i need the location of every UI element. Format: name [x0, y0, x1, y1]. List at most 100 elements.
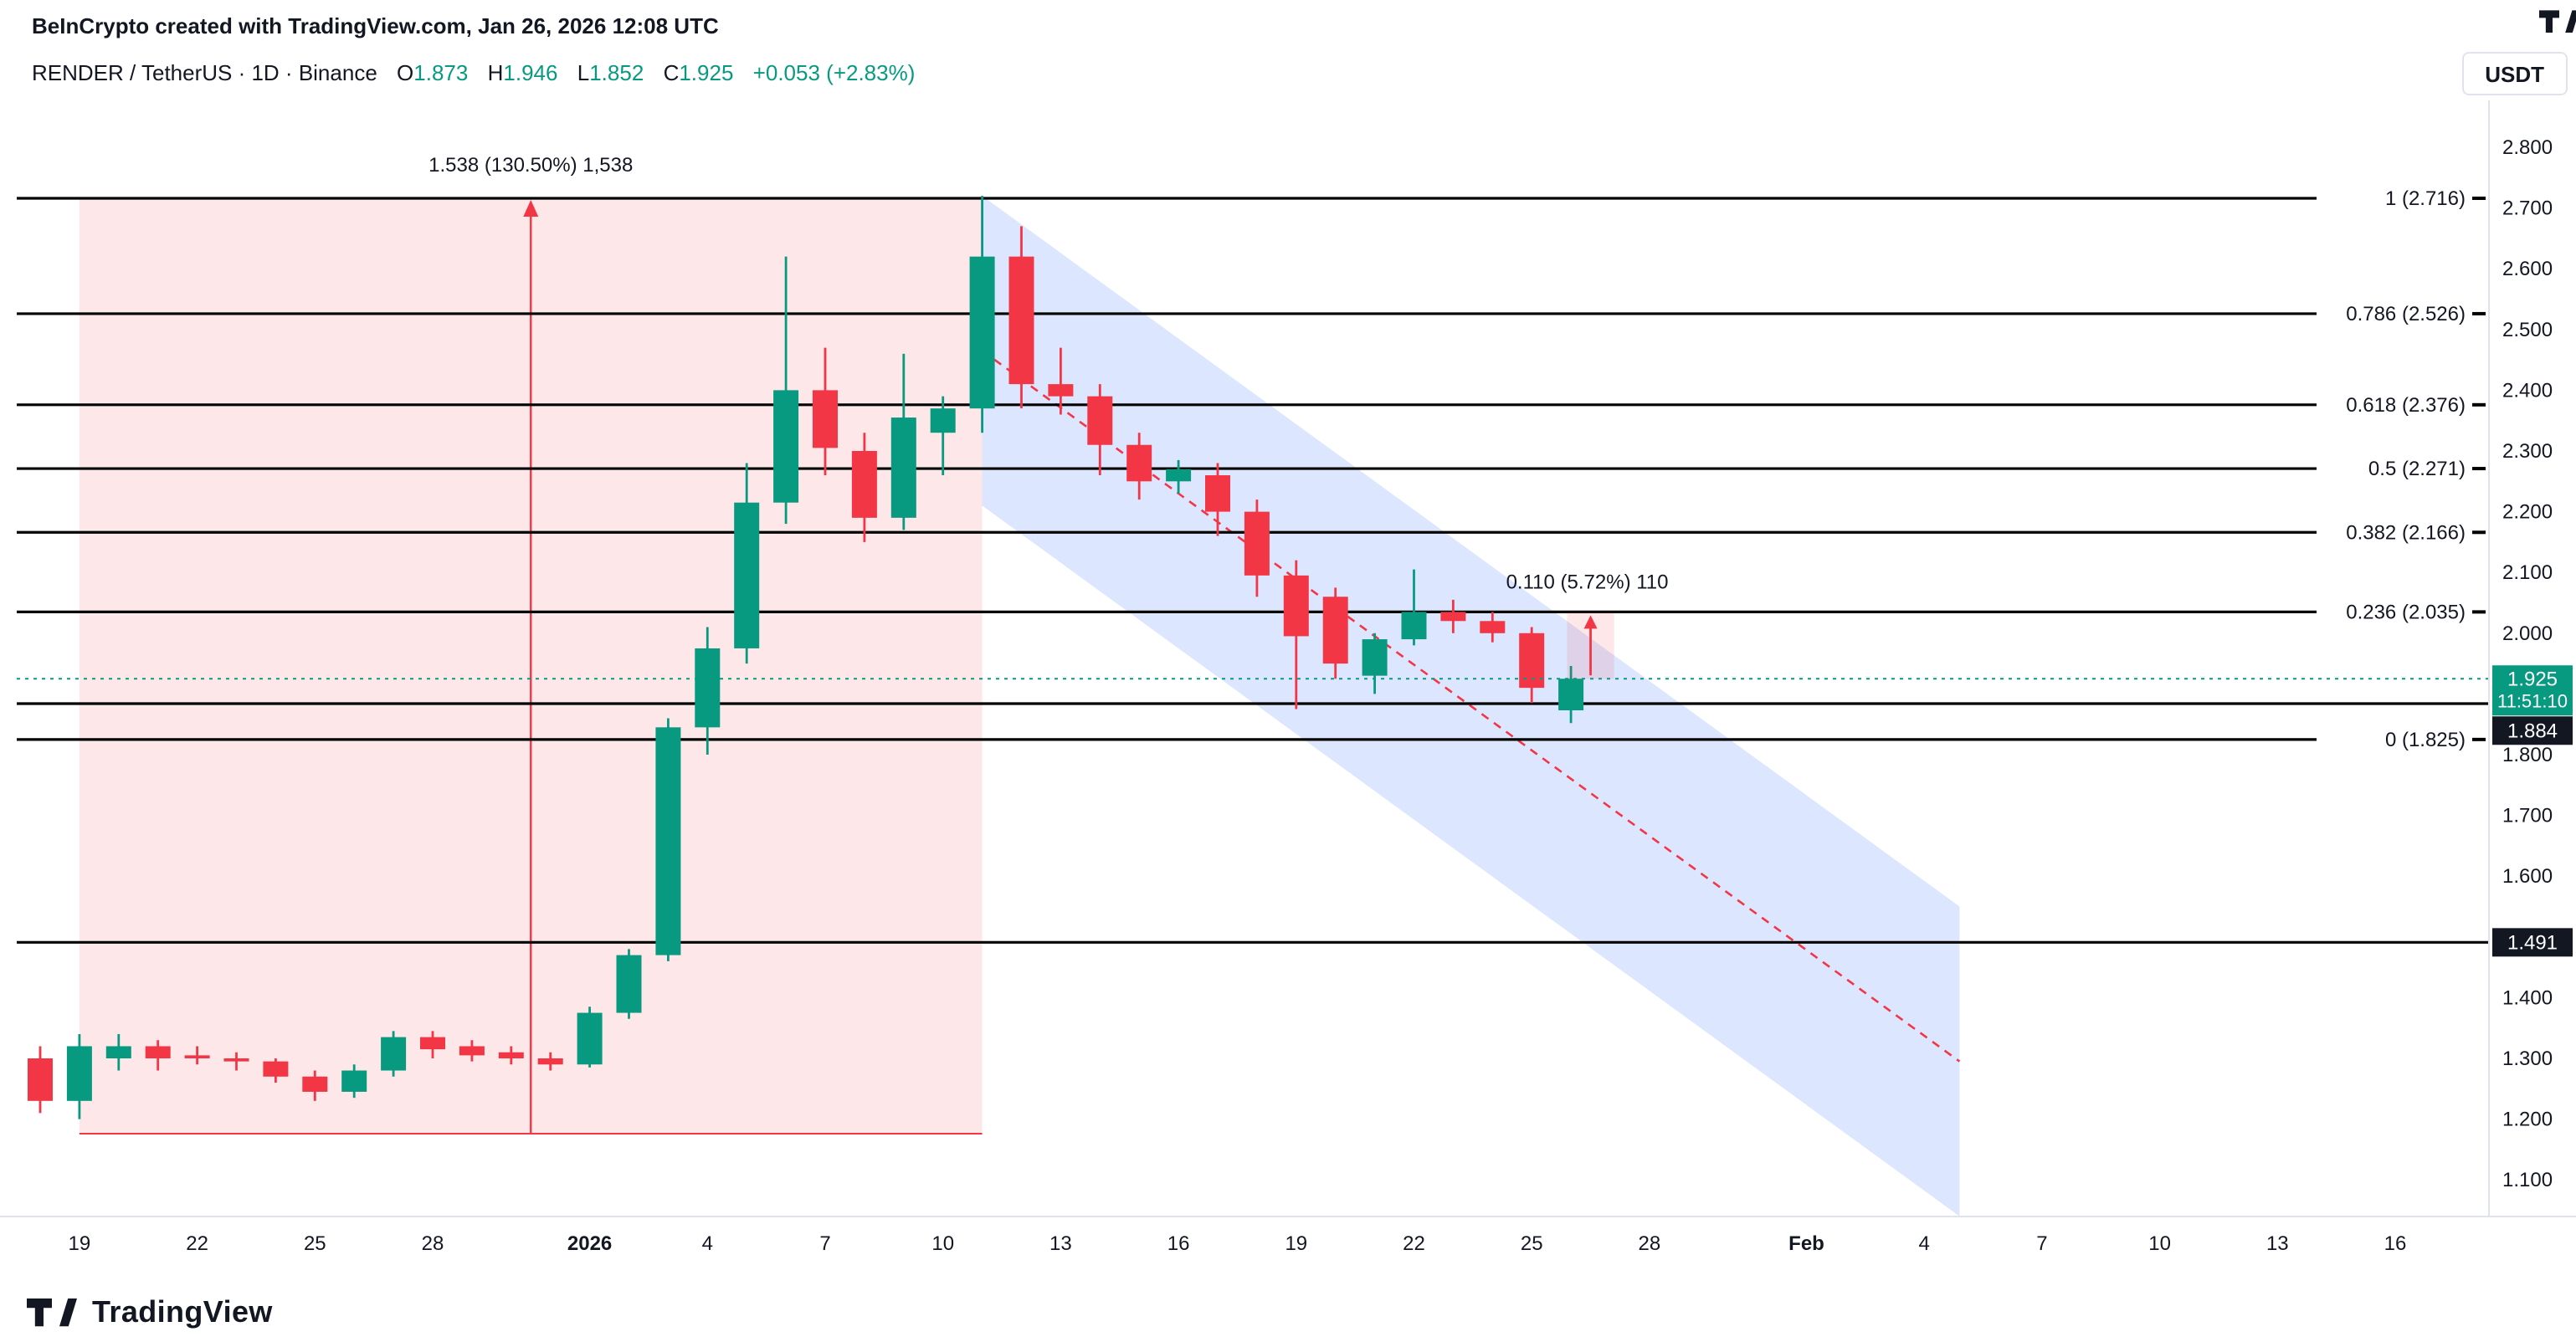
candle: [695, 648, 721, 728]
time-tick-label: 16: [1167, 1232, 1190, 1255]
candle: [184, 1055, 210, 1058]
ohlc-low-value: 1.852: [589, 60, 644, 85]
candlestick-series: [28, 196, 1584, 1119]
time-tick-label: 22: [186, 1232, 208, 1255]
price-tick-label: 1.200: [2502, 1109, 2553, 1131]
candle: [28, 1058, 53, 1101]
ohlc-open: O1.873: [397, 60, 468, 85]
ohlc-high-value: 1.946: [503, 60, 558, 85]
candle: [498, 1052, 524, 1058]
time-tick-label: 13: [2266, 1232, 2289, 1255]
candle: [1166, 469, 1192, 482]
time-tick-label: 7: [819, 1232, 830, 1255]
horizontal-level-lines: [17, 702, 2489, 944]
candle: [969, 256, 995, 409]
time-tick-label: 25: [1521, 1232, 1543, 1255]
price-tick-label: 2.600: [2502, 258, 2553, 280]
time-tick-label: 28: [422, 1232, 444, 1255]
attribution-text: BeInCrypto created with TradingView.com,…: [32, 13, 719, 38]
price-tick-label: 1.300: [2502, 1047, 2553, 1070]
candle: [851, 451, 877, 518]
time-scale[interactable]: 19 22 25 28 2026 4 7 10 13 16 19 22 25 28 Feb 4 7 10 13 16: [69, 1232, 2407, 1255]
price-tick-label: 2.500: [2502, 319, 2553, 341]
candle: [105, 1046, 131, 1058]
ohlc-low-label: L: [577, 60, 590, 85]
ohlc-open-value: 1.873: [413, 60, 469, 85]
candle: [1519, 633, 1545, 689]
price-tick-label: 2.100: [2502, 561, 2553, 584]
time-tick-label: 10: [931, 1232, 954, 1255]
candle: [813, 390, 838, 448]
candle: [1322, 597, 1348, 664]
chart-legend: RENDER / TetherUS · 1D · Binance O1.873 …: [32, 60, 915, 85]
fib-level-label: 0 (1.825): [2385, 729, 2466, 751]
candle: [1126, 444, 1152, 482]
candle: [302, 1076, 328, 1092]
time-tick-label: Feb: [1788, 1232, 1824, 1255]
level-price-tag: [2492, 928, 2573, 957]
time-tick-label: 7: [2036, 1232, 2047, 1255]
candle: [655, 727, 681, 955]
time-tick-label: 10: [2148, 1232, 2171, 1255]
time-tick-label: 2026: [567, 1232, 612, 1255]
price-tick-label: 1.700: [2502, 805, 2553, 827]
candle: [1362, 639, 1388, 676]
candle: [66, 1046, 92, 1101]
ohlc-close-label: C: [663, 60, 680, 85]
tradingview-logo-icon: [27, 1298, 77, 1327]
candle: [420, 1037, 445, 1050]
price-tick-label: 1.600: [2502, 865, 2553, 888]
candle: [577, 1012, 603, 1065]
descending-channel: [981, 196, 1961, 1217]
price-tick-label: 1.800: [2502, 744, 2553, 766]
ohlc-open-label: O: [397, 60, 414, 85]
ohlc-change: +0.053 (+2.83%): [752, 60, 916, 85]
price-tick-label: 2.700: [2502, 197, 2553, 220]
time-tick-label: 13: [1049, 1232, 1072, 1255]
price-tick-label: 2.800: [2502, 136, 2553, 159]
candle: [223, 1058, 249, 1062]
ohlc-high-label: H: [487, 60, 504, 85]
fib-level-label: 0.236 (2.035): [2346, 601, 2466, 623]
candle: [1087, 396, 1113, 445]
ohlc-low: L1.852: [577, 60, 644, 85]
level-price-tag-value: 1.491: [2507, 931, 2558, 954]
candle: [1401, 612, 1427, 640]
fib-level-label: 0.382 (2.166): [2346, 521, 2466, 544]
price-scale[interactable]: 2.800 2.700 2.600 2.500 2.400 2.300 2.200 2.100…: [2492, 136, 2573, 1191]
candle: [263, 1061, 289, 1077]
candle: [773, 390, 799, 503]
candle: [537, 1058, 563, 1065]
candle: [1205, 475, 1230, 512]
candle: [930, 408, 956, 433]
time-tick-label: 25: [304, 1232, 326, 1255]
candle: [1008, 256, 1034, 385]
fib-extension-label: 1.538 (130.50%) 1,538: [428, 154, 633, 177]
candle: [381, 1037, 407, 1071]
time-tick-label: 4: [702, 1232, 713, 1255]
bar-countdown: 11:51:10: [2497, 690, 2568, 711]
ohlc-close-value: 1.925: [679, 60, 734, 85]
candle: [1480, 621, 1506, 633]
time-tick-label: 4: [1919, 1232, 1930, 1255]
candle: [1440, 612, 1466, 622]
fib-level-label: 0.618 (2.376): [2346, 394, 2466, 417]
current-price-tag: [2492, 665, 2573, 716]
symbol-title[interactable]: RENDER / TetherUS · 1D · Binance: [32, 60, 377, 85]
fib-level-label: 1 (2.716): [2385, 187, 2466, 210]
current-price-tag-value: 1.925: [2507, 668, 2558, 690]
projection-zone: 0.110 (5.72%) 110: [1506, 571, 1669, 679]
price-tick-label: 2.200: [2502, 501, 2553, 524]
fib-retracement-lines: 1 (2.716) 0.786 (2.526) 0.618 (2.376) 0.5 (…: [17, 187, 2486, 751]
tradingview-footer-logo[interactable]: TradingView: [27, 1295, 273, 1330]
candle: [1283, 575, 1309, 637]
ohlc-close: C1.925: [664, 60, 734, 85]
time-tick-label: 19: [69, 1232, 91, 1255]
currency-usdt-button[interactable]: USDT: [2461, 52, 2568, 95]
footer-brand-text: TradingView: [92, 1295, 273, 1329]
time-tick-label: 19: [1285, 1232, 1307, 1255]
fib-level-label: 0.786 (2.526): [2346, 303, 2466, 325]
projection-label: 0.110 (5.72%) 110: [1506, 571, 1669, 593]
